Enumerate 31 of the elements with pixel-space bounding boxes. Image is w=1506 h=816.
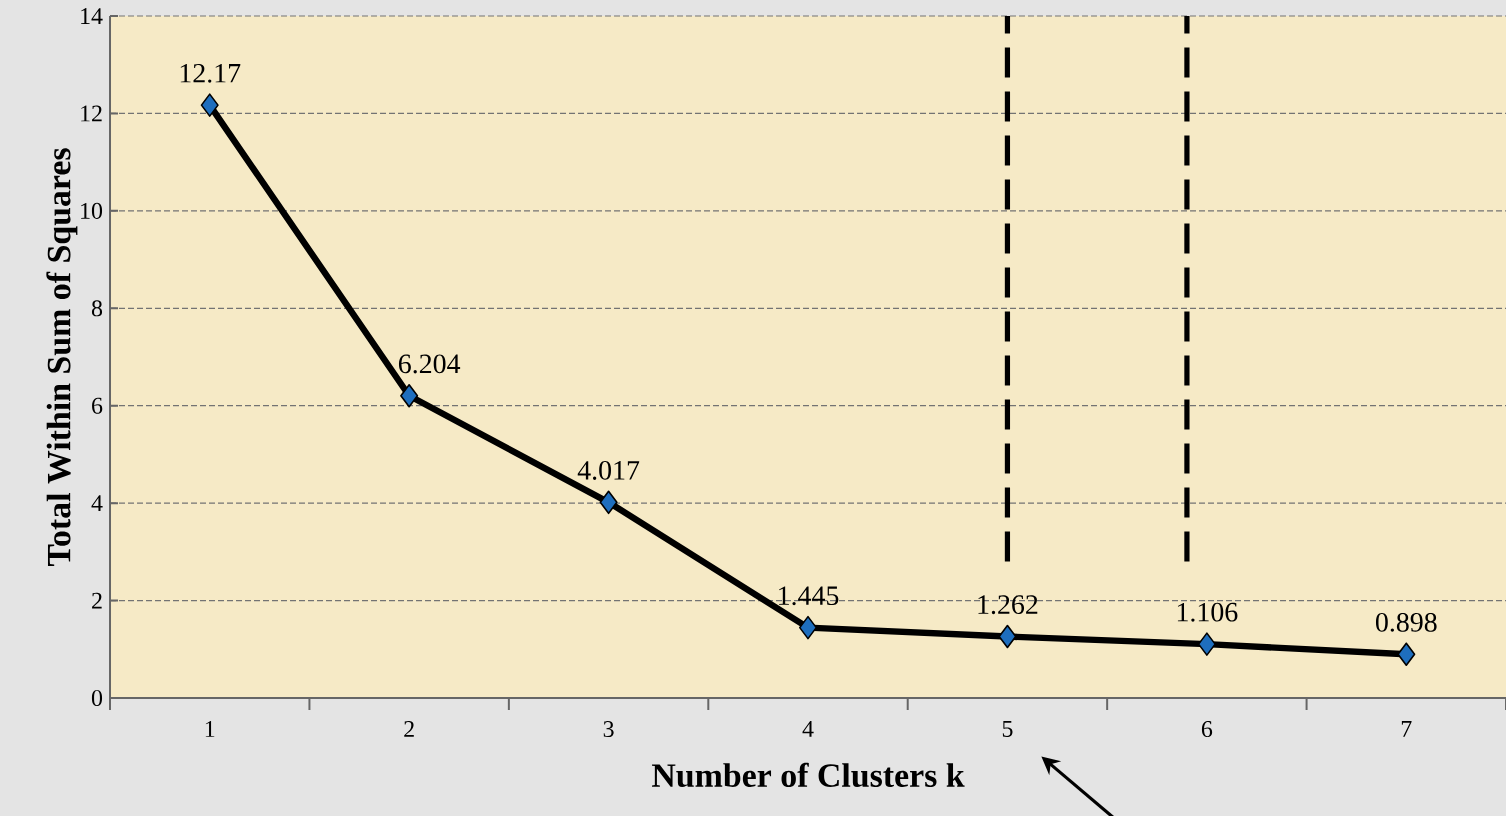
point [200,93,219,117]
point [798,615,818,640]
data-label: 4.017 [577,460,640,480]
y-tick-label: 12 [81,105,102,122]
x-tick-label: 7 [1401,721,1412,737]
x-tick-label: 3 [603,721,614,738]
data-label: 6.204 [398,354,461,374]
x-tick-label: 6 [1201,721,1213,738]
point [1197,632,1216,656]
data-label: 0.898 [1375,612,1437,632]
y-tick-label: 14 [81,8,103,24]
data-label: 1.262 [978,595,1038,615]
y-axis-title: Total Within Sum of Squares [46,148,78,567]
data-label: 12.17 [180,63,241,83]
y-tick-label: 8 [91,300,103,317]
point [400,383,419,408]
x-tick-label: 5 [1002,721,1013,737]
point [998,624,1017,649]
y-tick-label: 6 [92,397,103,414]
x-tick-label: 4 [802,721,814,737]
y-tick-label: 0 [91,689,103,707]
point [1397,642,1416,667]
y-tick-label: 4 [91,495,103,512]
x-tick-label: 2 [404,721,414,737]
x-axis-title: Number of Clusters k [652,762,965,788]
point [599,490,618,515]
y-tick-label: 10 [81,202,103,219]
x-tick-label: 1 [205,721,215,737]
data-label: 1.106 [1177,602,1238,622]
data-label: 1.445 [779,586,839,606]
y-tick-label: 2 [92,592,102,609]
